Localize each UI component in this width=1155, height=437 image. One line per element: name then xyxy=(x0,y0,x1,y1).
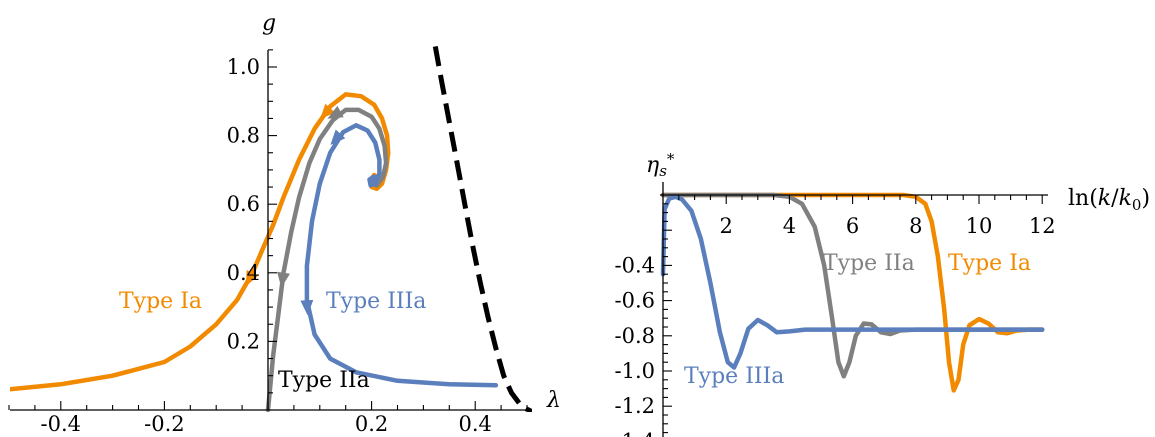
left-chart: -0.4 -0.2 0.2 0.4 0.2 0.4 0.6 0.8 1.0 λ g Type I… xyxy=(8,11,561,436)
left-arrowhead-3 xyxy=(277,271,290,288)
left-annotation-type-iia: Type IIa xyxy=(278,368,370,393)
left-y-tick-label: 0.4 xyxy=(227,261,260,285)
right-x-tick-label: 6 xyxy=(846,214,859,238)
right-y-axis-title: ηs* xyxy=(646,150,675,180)
left-y-tick-label: 0.8 xyxy=(227,124,260,148)
left-arrow-group xyxy=(245,103,346,316)
right-y-tick-label: -1.2 xyxy=(615,394,656,418)
left-type-ia-curve xyxy=(10,92,391,392)
right-type-iiia-curve xyxy=(660,194,1045,370)
left-axes: -0.4 -0.2 0.2 0.4 0.2 0.4 0.6 0.8 1.0 xyxy=(8,49,532,436)
left-y-tick-label: 0.6 xyxy=(227,192,260,216)
right-x-tick-label: 8 xyxy=(909,214,922,238)
left-x-tick-label: 0.2 xyxy=(355,412,388,436)
right-type-ia-curve xyxy=(660,192,1045,393)
left-x-tick-label: 0.4 xyxy=(458,412,491,436)
right-type-iia-curve xyxy=(660,192,1045,379)
right-x-tick-label: 10 xyxy=(966,214,993,238)
right-annotation-type-ia: Type Ia xyxy=(948,251,1031,276)
left-type-iia-curve xyxy=(265,107,389,412)
left-y-tick-label: 1.0 xyxy=(227,55,260,79)
left-x-tick-label: -0.4 xyxy=(41,412,82,436)
left-series-group xyxy=(10,45,532,412)
right-y-tick-label: -0.4 xyxy=(615,253,656,277)
left-type-iiia-curve xyxy=(304,123,499,388)
left-arrowhead-1 xyxy=(245,270,259,287)
left-arrowhead-2 xyxy=(327,105,344,119)
right-x-tick-label: 4 xyxy=(783,214,796,238)
left-boundary-dashed-curve xyxy=(432,45,532,412)
right-chart: 2 4 6 8 10 12 -0.4 -0.6 -0.8 -1.0 -1.2 -1.4 ln(k/k0… xyxy=(615,150,1150,437)
right-x-axis-title: ln(k/k0) xyxy=(1068,186,1150,214)
left-arrowhead-0 xyxy=(320,103,335,120)
left-arrowhead-4 xyxy=(330,129,346,145)
left-arrowhead-5 xyxy=(300,299,314,316)
left-x-axis-title: λ xyxy=(546,388,561,413)
right-annotation-type-iiia: Type IIIa xyxy=(684,364,784,389)
right-series-group xyxy=(660,192,1045,393)
left-annotation-type-ia: Type Ia xyxy=(119,289,202,314)
right-axes: 2 4 6 8 10 12 -0.4 -0.6 -0.8 -1.0 -1.2 -1.4 xyxy=(615,182,1056,437)
right-x-tick-label: 2 xyxy=(720,214,733,238)
left-y-tick-label: 0.2 xyxy=(227,329,260,353)
right-annotation-type-iia: Type IIa xyxy=(823,251,915,276)
left-annotation-type-iiia: Type IIIa xyxy=(326,289,426,314)
right-y-tick-label: -1.0 xyxy=(615,359,656,383)
left-x-tick-label: -0.2 xyxy=(144,412,185,436)
right-y-tick-label: -0.8 xyxy=(615,324,656,348)
right-x-tick-label: 12 xyxy=(1029,214,1056,238)
left-y-axis-title: g xyxy=(262,11,276,36)
right-y-tick-label: -0.6 xyxy=(615,289,656,313)
right-y-tick-label: -1.4 xyxy=(615,429,656,437)
